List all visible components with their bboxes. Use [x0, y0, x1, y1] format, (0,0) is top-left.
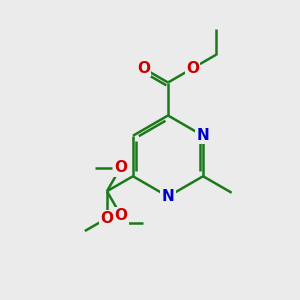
Text: N: N — [162, 189, 174, 204]
Text: O: O — [100, 211, 113, 226]
Text: O: O — [114, 160, 127, 175]
Text: O: O — [115, 208, 128, 224]
Text: O: O — [186, 61, 199, 76]
Text: O: O — [137, 61, 150, 76]
Text: N: N — [197, 128, 209, 143]
